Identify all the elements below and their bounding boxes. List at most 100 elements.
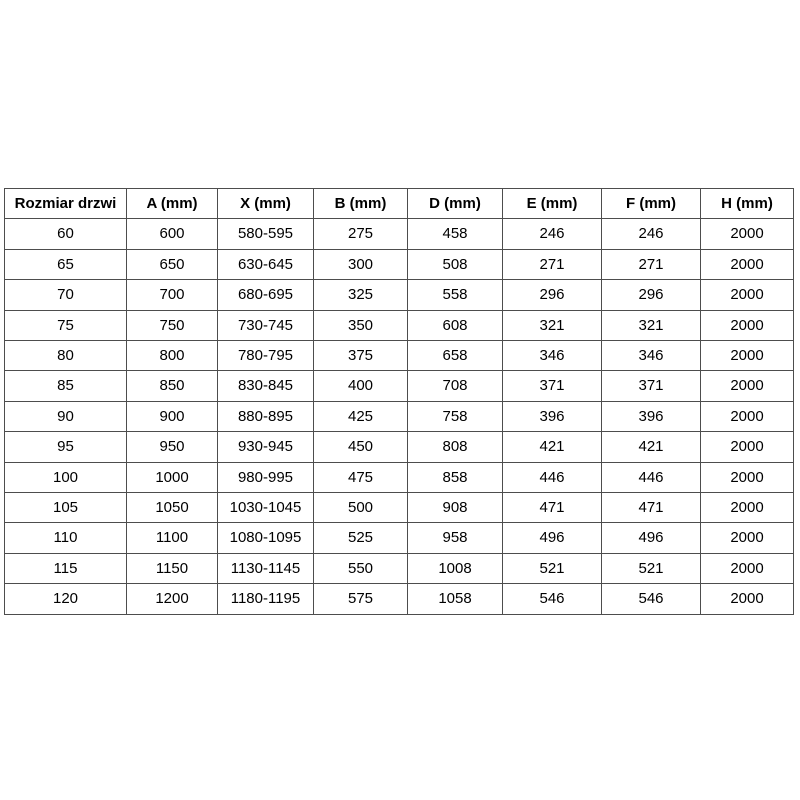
table-cell: 421 (601, 431, 701, 463)
table-cell: 958 (407, 522, 503, 554)
table-cell: 75 (4, 309, 127, 342)
table-row: 60 600 580-595 275 458 246 246 2000 (4, 218, 794, 250)
table-cell: 750 (126, 309, 218, 342)
table-row: 105 1050 1030-1045 500 908 471 471 2000 (4, 492, 794, 524)
table-cell: 296 (601, 279, 701, 311)
table-cell: 558 (407, 279, 503, 311)
column-header: D (mm) (407, 187, 503, 220)
table-cell: 758 (407, 400, 503, 433)
table-cell: 830-845 (217, 370, 314, 402)
table-cell: 446 (601, 461, 701, 494)
table-cell: 321 (502, 309, 602, 342)
table-cell: 680-695 (217, 279, 314, 311)
table-cell: 325 (313, 279, 408, 311)
table-row: 65 650 630-645 300 508 271 271 2000 (4, 248, 794, 281)
table-cell: 120 (4, 583, 127, 615)
table-cell: 980-995 (217, 461, 314, 494)
table-cell: 400 (313, 370, 408, 402)
table-cell: 458 (407, 218, 503, 250)
table-cell: 908 (407, 492, 503, 524)
table-cell: 100 (4, 461, 127, 494)
table-cell: 475 (313, 461, 408, 494)
table-row: 70 700 680-695 325 558 296 296 2000 (4, 279, 794, 311)
table-cell: 271 (601, 248, 701, 281)
table-cell: 371 (601, 370, 701, 402)
table-cell: 1130-1145 (217, 552, 314, 585)
table-cell: 90 (4, 400, 127, 433)
table-cell: 450 (313, 431, 408, 463)
table-cell: 2000 (700, 400, 794, 433)
table-row: 110 1100 1080-1095 525 958 496 496 2000 (4, 522, 794, 554)
table-cell: 580-595 (217, 218, 314, 250)
column-header: F (mm) (601, 187, 701, 220)
table-cell: 650 (126, 248, 218, 281)
table-cell: 658 (407, 340, 503, 372)
table-cell: 246 (601, 218, 701, 250)
table-cell: 375 (313, 340, 408, 372)
table-cell: 371 (502, 370, 602, 402)
table-cell: 110 (4, 522, 127, 554)
table-cell: 296 (502, 279, 602, 311)
table-row: 120 1200 1180-1195 575 1058 546 546 2000 (4, 583, 794, 615)
table-cell: 85 (4, 370, 127, 402)
table-cell: 60 (4, 218, 127, 250)
table-cell: 2000 (700, 279, 794, 311)
table-row: 100 1000 980-995 475 858 446 446 2000 (4, 461, 794, 494)
table-cell: 496 (502, 522, 602, 554)
table-cell: 2000 (700, 370, 794, 402)
table-cell: 471 (601, 492, 701, 524)
table-row: 90 900 880-895 425 758 396 396 2000 (4, 400, 794, 433)
table-row: 115 1150 1130-1145 550 1008 521 521 2000 (4, 552, 794, 585)
table-cell: 900 (126, 400, 218, 433)
table-row: 95 950 930-945 450 808 421 421 2000 (4, 431, 794, 463)
table-cell: 1008 (407, 552, 503, 585)
door-sizes-table: Rozmiar drzwi A (mm) X (mm) B (mm) D (mm) E (… (4, 187, 794, 615)
table-cell: 2000 (700, 431, 794, 463)
table-cell: 246 (502, 218, 602, 250)
table-cell: 525 (313, 522, 408, 554)
table-row: 85 850 830-845 400 708 371 371 2000 (4, 370, 794, 402)
table-cell: 1200 (126, 583, 218, 615)
table-cell: 858 (407, 461, 503, 494)
table-cell: 546 (502, 583, 602, 615)
table-cell: 2000 (700, 218, 794, 250)
table-cell: 1150 (126, 552, 218, 585)
table-cell: 346 (601, 340, 701, 372)
table-cell: 500 (313, 492, 408, 524)
table-cell: 2000 (700, 461, 794, 494)
table-cell: 425 (313, 400, 408, 433)
table-cell: 396 (502, 400, 602, 433)
table-cell: 850 (126, 370, 218, 402)
table-cell: 396 (601, 400, 701, 433)
table-cell: 421 (502, 431, 602, 463)
table-cell: 1050 (126, 492, 218, 524)
table-cell: 95 (4, 431, 127, 463)
table-cell: 2000 (700, 552, 794, 585)
table-cell: 2000 (700, 583, 794, 615)
table-cell: 1080-1095 (217, 522, 314, 554)
table-cell: 65 (4, 248, 127, 281)
table-cell: 808 (407, 431, 503, 463)
table-cell: 346 (502, 340, 602, 372)
column-header: X (mm) (217, 187, 314, 220)
table-cell: 70 (4, 279, 127, 311)
table-cell: 496 (601, 522, 701, 554)
table-cell: 550 (313, 552, 408, 585)
table-cell: 708 (407, 370, 503, 402)
table-cell: 575 (313, 583, 408, 615)
table-cell: 630-645 (217, 248, 314, 281)
table-cell: 2000 (700, 340, 794, 372)
table-cell: 446 (502, 461, 602, 494)
column-header: E (mm) (502, 187, 602, 220)
table-cell: 1180-1195 (217, 583, 314, 615)
table-cell: 600 (126, 218, 218, 250)
table-cell: 800 (126, 340, 218, 372)
table-cell: 1100 (126, 522, 218, 554)
table-cell: 2000 (700, 248, 794, 281)
table-cell: 80 (4, 340, 127, 372)
table-cell: 2000 (700, 522, 794, 554)
table-cell: 300 (313, 248, 408, 281)
table-cell: 521 (601, 552, 701, 585)
table-cell: 730-745 (217, 309, 314, 342)
